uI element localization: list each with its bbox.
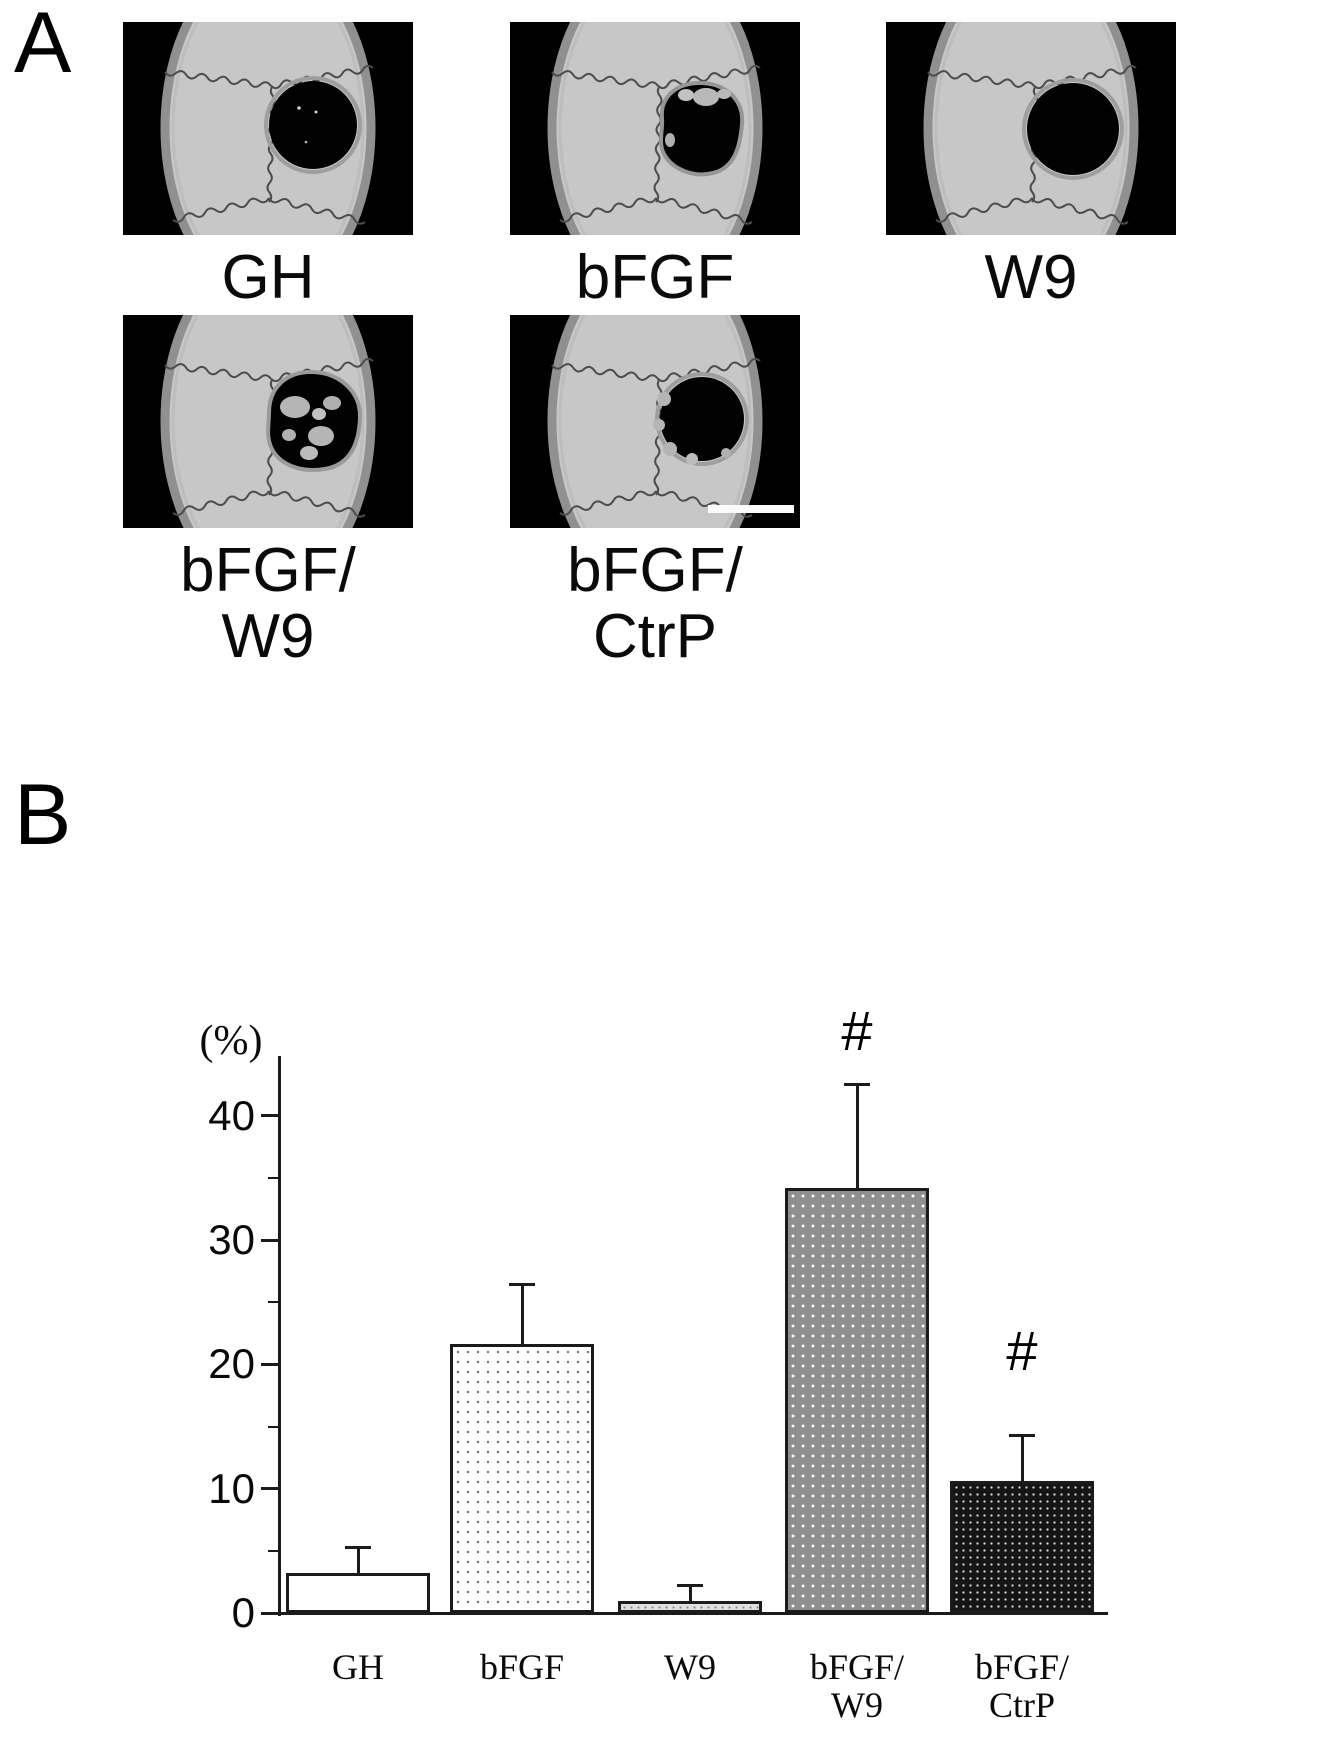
y-axis-major-tick	[261, 1611, 278, 1615]
scale-bar	[708, 505, 794, 513]
chart-bar-bfgf-ctrp	[950, 1481, 1094, 1613]
x-category-label-line: bFGF/	[974, 1647, 1070, 1687]
chart-bar-bfgf-w9	[785, 1187, 929, 1613]
skull-irregular-defect-image	[510, 22, 800, 235]
microct-figure-label: bFGF	[510, 245, 800, 311]
microct-figure-label-line: bFGF/	[180, 536, 356, 605]
x-category-label: bFGF/W9	[767, 1648, 947, 1724]
error-bar-cap	[509, 1283, 535, 1287]
x-category-label-line: bFGF/	[809, 1647, 905, 1687]
x-category-label-line: GH	[332, 1647, 384, 1687]
y-axis-minor-tick	[268, 1176, 278, 1179]
error-bar-cap	[844, 1083, 870, 1087]
error-bar	[1020, 1435, 1024, 1482]
microct-figure-label: bFGF/CtrP	[510, 538, 800, 670]
x-category-label-line: W9	[831, 1685, 883, 1725]
x-category-label: bFGF	[432, 1648, 612, 1686]
microct-figure: bFGF/CtrP	[510, 315, 800, 670]
microct-figure-label-line: bFGF/	[567, 536, 743, 605]
x-category-label-line: W9	[664, 1647, 716, 1687]
y-axis-minor-tick	[268, 1301, 278, 1304]
y-tick-label: 20	[208, 1340, 255, 1388]
y-axis-minor-tick	[268, 1549, 278, 1552]
error-bar-cap	[1009, 1433, 1035, 1437]
y-tick-label: 30	[208, 1216, 255, 1263]
x-category-label: W9	[600, 1648, 780, 1686]
microct-figure-label: bFGF/W9	[123, 538, 413, 670]
skull-healing-defect-image	[123, 315, 413, 528]
microct-figure-label-line: bFGF	[575, 243, 735, 312]
skull-large-round-defect-image	[886, 22, 1176, 235]
microct-figure-label: W9	[886, 245, 1176, 311]
microct-figure: bFGF	[510, 22, 800, 311]
microct-figure-label-line: W9	[984, 243, 1078, 312]
x-category-label-line: CtrP	[988, 1685, 1056, 1725]
y-axis-minor-tick	[268, 1425, 278, 1428]
microct-figure: bFGF/W9	[123, 315, 413, 670]
y-axis-unit-label: (%)	[199, 1018, 263, 1064]
y-tick-label: 10	[208, 1464, 255, 1512]
y-axis-major-tick	[261, 1238, 278, 1242]
microct-figure-label-line: CtrP	[593, 602, 717, 671]
microct-figure-label: GH	[123, 245, 413, 311]
x-category-label: bFGF/CtrP	[932, 1648, 1112, 1724]
error-bar	[520, 1284, 524, 1345]
skull-round-defect-image	[123, 22, 413, 235]
error-bar-cap	[345, 1545, 371, 1549]
error-bar	[688, 1585, 692, 1601]
chart-bar-bfgf	[450, 1344, 594, 1613]
microct-figure: GH	[123, 22, 413, 311]
y-tick-label: 0	[231, 1589, 255, 1636]
chart-bar-w9	[618, 1600, 762, 1613]
y-axis	[278, 1056, 281, 1616]
y-axis-major-tick	[261, 1114, 278, 1118]
panel-b-letter: B	[14, 767, 72, 863]
microct-figure-label-line: W9	[221, 602, 315, 671]
chart-bar-gh	[286, 1573, 430, 1613]
error-bar-cap	[677, 1584, 703, 1588]
error-bar	[855, 1084, 859, 1188]
y-tick-label: 40	[208, 1091, 255, 1139]
error-bar	[356, 1547, 360, 1574]
y-axis-major-tick	[261, 1487, 278, 1491]
x-category-label-line: bFGF	[479, 1647, 565, 1687]
microct-figure-label-line: GH	[221, 243, 315, 312]
significance-marker: #	[1006, 1318, 1038, 1382]
panel-a-letter: A	[14, 0, 72, 91]
microct-figure: W9	[886, 22, 1176, 311]
skull-bumpy-defect-image	[510, 315, 800, 528]
x-axis	[278, 1612, 1108, 1615]
y-axis-major-tick	[261, 1362, 278, 1366]
significance-marker: #	[841, 999, 873, 1063]
x-category-label: GH	[268, 1648, 448, 1686]
